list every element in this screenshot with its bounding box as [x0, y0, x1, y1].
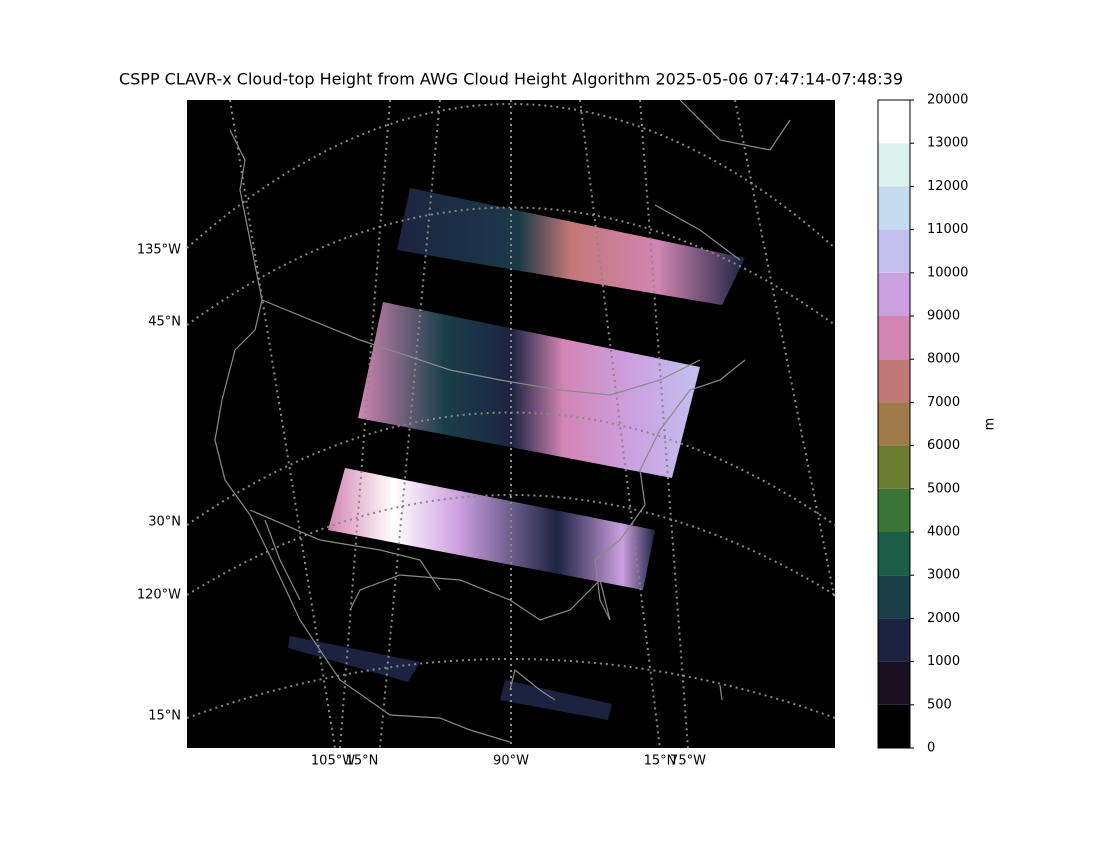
- colorbar-tick-label: 3000: [927, 568, 960, 583]
- grid-label: 15°N: [148, 709, 181, 724]
- grid-label: 120°W: [137, 588, 181, 603]
- grid-label: 75°W: [670, 754, 706, 769]
- colorbar-segment: [878, 575, 910, 619]
- colorbar-segment: [878, 661, 910, 705]
- colorbar-tick-label: 4000: [927, 525, 960, 540]
- colorbar-segment: [878, 445, 910, 489]
- colorbar-tick-label: 20000: [927, 93, 968, 108]
- colorbar-segment: [878, 100, 910, 144]
- coastline: [214, 99, 791, 743]
- swath: [288, 636, 420, 682]
- colorbar-tick-label: 500: [927, 697, 952, 712]
- grid-label: 15°N: [346, 754, 379, 769]
- colorbar-segment: [878, 143, 910, 187]
- grid-label: 15°N: [644, 754, 677, 769]
- colorbar-tick-label: 6000: [927, 438, 960, 453]
- colorbar-frame: [877, 99, 911, 749]
- grid-label: 90°W: [493, 754, 529, 769]
- swath: [397, 188, 745, 305]
- colorbar-segment: [878, 272, 910, 316]
- grid-label: 105°W: [311, 754, 355, 769]
- grid-label: 30°N: [148, 515, 181, 530]
- colorbar-tick-label: 8000: [927, 352, 960, 367]
- colorbar-tick-label: 2000: [927, 611, 960, 626]
- colorbar-tick-label: 9000: [927, 309, 960, 324]
- colorbar-tick-label: 12000: [927, 179, 968, 194]
- colorbar-segment: [878, 359, 910, 403]
- colorbar-segment: [878, 704, 910, 748]
- grid-label: 135°W: [137, 243, 181, 258]
- swath: [328, 468, 655, 590]
- colorbar-tick-label: 11000: [927, 222, 968, 237]
- grid-label: 45°N: [148, 315, 181, 330]
- colorbar-label: m: [983, 418, 998, 431]
- map: [186, 99, 836, 749]
- swath: [358, 302, 700, 478]
- colorbar-segment: [878, 186, 910, 230]
- colorbar-segment: [878, 618, 910, 662]
- colorbar-tick-label: 0: [927, 741, 935, 756]
- colorbar-tick-label: 1000: [927, 654, 960, 669]
- colorbar-segment: [878, 316, 910, 360]
- colorbar-tick-label: 13000: [927, 136, 968, 151]
- colorbar-segment: [878, 488, 910, 532]
- colorbar-segment: [878, 229, 910, 273]
- colorbar-tick-label: 5000: [927, 481, 960, 496]
- swath: [500, 680, 612, 720]
- colorbar-tick-label: 10000: [927, 265, 968, 280]
- colorbar-tick-label: 7000: [927, 395, 960, 410]
- colorbar-segment: [878, 402, 910, 446]
- title: CSPP CLAVR-x Cloud-top Height from AWG C…: [119, 70, 903, 89]
- graticule: [186, 99, 836, 749]
- colorbar-segment: [878, 532, 910, 576]
